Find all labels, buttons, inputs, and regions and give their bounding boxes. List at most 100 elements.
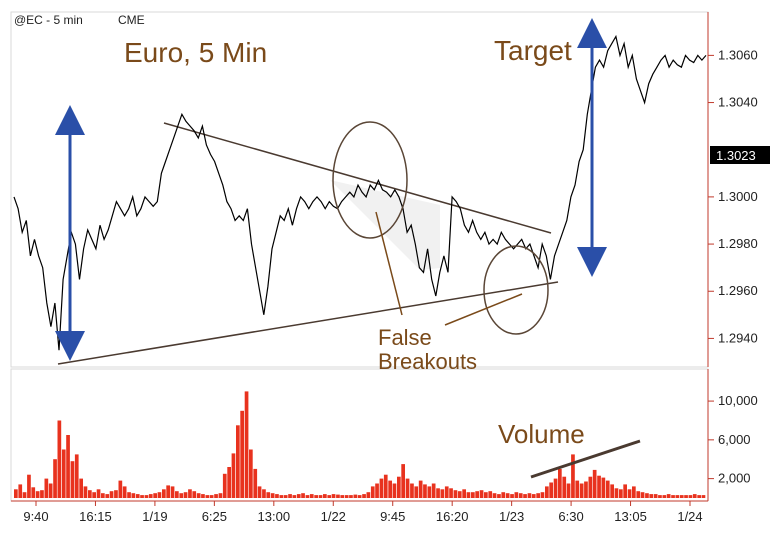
- volume-bar: [253, 468, 258, 498]
- volume-bar: [653, 494, 658, 498]
- volume-bar: [410, 483, 414, 498]
- volume-bar: [688, 495, 693, 498]
- volume-bar: [227, 467, 231, 498]
- volume-bar: [553, 478, 558, 498]
- volume-bar: [675, 495, 680, 498]
- exchange-label: CME: [118, 13, 145, 27]
- volume-bar: [336, 494, 340, 498]
- volume-bar: [497, 494, 501, 498]
- volume-bar: [597, 475, 601, 498]
- volume-bar: [423, 484, 427, 498]
- chart-title: Euro, 5 Min: [124, 37, 267, 68]
- volume-bar: [558, 468, 562, 498]
- volume-bar: [257, 486, 262, 498]
- volume-bar: [549, 482, 553, 498]
- volume-bar: [610, 484, 614, 498]
- time-tick-label: 16:20: [436, 509, 469, 524]
- volume-bar: [370, 486, 375, 498]
- volume-bar: [471, 492, 475, 498]
- volume-bar: [562, 476, 567, 498]
- volume-tick-group: 10,000 6,000 2,000: [708, 393, 758, 486]
- volume-bar: [262, 489, 266, 498]
- volume-bar: [527, 493, 532, 498]
- volume-bar: [640, 492, 645, 498]
- volume-bar: [701, 495, 706, 498]
- volume-bar: [96, 489, 101, 498]
- volume-bar: [619, 489, 623, 498]
- time-tick-label: 9:45: [380, 509, 405, 524]
- volume-bar: [388, 480, 392, 498]
- volume-bar: [288, 494, 292, 498]
- volume-bar: [179, 493, 184, 498]
- volume-bar: [309, 494, 314, 498]
- volume-bar: [692, 494, 697, 498]
- volume-bar: [488, 491, 493, 498]
- volume-bar: [144, 495, 149, 498]
- false-breakout-circle-2: [483, 245, 549, 335]
- volume-tick-label: 6,000: [718, 432, 751, 447]
- volume-bar: [662, 495, 667, 498]
- volume-bar: [275, 494, 279, 498]
- price-tick-label: 1.2940: [718, 330, 758, 345]
- volume-bar: [614, 488, 619, 498]
- time-tick-label: 16:15: [79, 509, 112, 524]
- volume-bar: [414, 486, 419, 498]
- volume-bar: [249, 449, 253, 498]
- volume-bar: [74, 454, 79, 498]
- volume-bar: [148, 494, 153, 498]
- volume-bar: [157, 492, 162, 498]
- volume-bar: [623, 484, 627, 498]
- volume-bar: [427, 486, 432, 498]
- volume-bar: [353, 494, 358, 498]
- volume-bar: [114, 490, 118, 498]
- time-tick-label: 13:00: [258, 509, 291, 524]
- volume-bar: [636, 491, 641, 498]
- volume-bar: [531, 494, 536, 498]
- volume-bar: [118, 480, 123, 498]
- volume-bar: [292, 495, 297, 498]
- volume-bar: [605, 480, 610, 498]
- volume-bar: [83, 486, 88, 498]
- volume-bar: [196, 493, 201, 498]
- breakout-shading: [330, 180, 440, 270]
- volume-bar: [383, 474, 388, 498]
- volume-bar: [57, 420, 62, 498]
- volume-bar: [440, 489, 445, 498]
- time-tick-group: 9:40 16:15 1/19 6:25 13:00 1/22 9:45 16:20 1/23 6…: [23, 501, 703, 524]
- volume-bar: [18, 484, 23, 498]
- volume-bar: [479, 490, 484, 498]
- volume-bar: [296, 494, 301, 498]
- volume-bar: [571, 454, 575, 498]
- volume-bar: [375, 483, 379, 498]
- volume-bar: [40, 490, 44, 498]
- volume-bar: [501, 492, 506, 498]
- volume-bar: [166, 485, 170, 498]
- volume-bar: [53, 459, 57, 498]
- volume-bar: [209, 495, 214, 498]
- volume-bar: [671, 495, 675, 498]
- volume-bar: [584, 481, 588, 498]
- price-tick-label: 1.2980: [718, 236, 758, 251]
- last-price-box: [710, 146, 770, 164]
- volume-bar: [44, 478, 49, 498]
- volume-bar: [679, 495, 684, 498]
- volume-bar: [588, 476, 593, 498]
- volume-bar: [514, 492, 519, 498]
- volume-bar: [214, 494, 218, 498]
- volume-bar: [453, 490, 458, 498]
- price-tick-label: 1.3060: [718, 47, 758, 62]
- time-tick-label: 1/24: [677, 509, 702, 524]
- volume-bar: [201, 494, 205, 498]
- volume-bar: [127, 492, 131, 498]
- volume-bar: [240, 410, 244, 498]
- volume-bar: [331, 494, 336, 498]
- volume-bar: [48, 483, 53, 498]
- volume-bar: [244, 391, 249, 498]
- volume-bar: [649, 494, 654, 498]
- volume-bar: [92, 492, 96, 498]
- time-tick-label: 1/23: [499, 509, 524, 524]
- volume-bar: [162, 489, 166, 498]
- volume-trendline: [530, 439, 641, 479]
- volume-bar: [510, 494, 514, 498]
- volume-bar: [536, 493, 540, 498]
